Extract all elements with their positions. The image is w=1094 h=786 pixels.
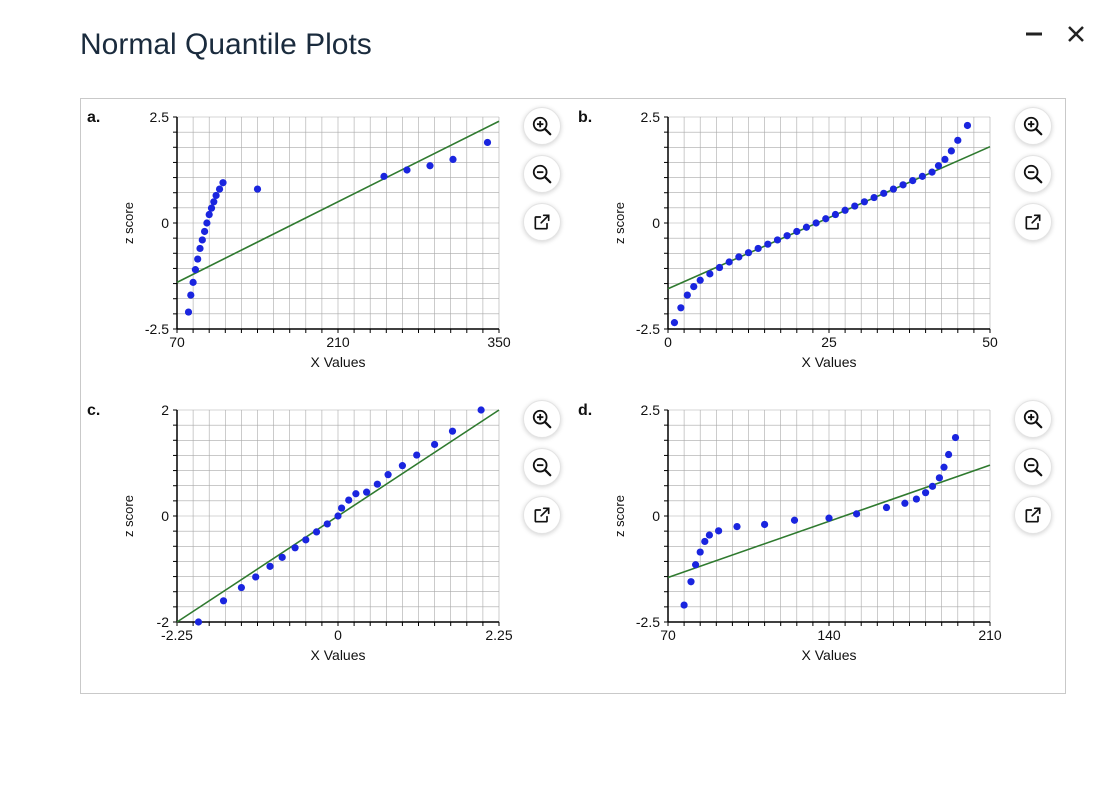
open-external-button[interactable] (523, 496, 561, 534)
svg-text:2.25: 2.25 (485, 627, 512, 643)
window-close-button[interactable] (1062, 20, 1090, 48)
plot-actions-d (1014, 400, 1052, 534)
svg-text:350: 350 (487, 334, 511, 350)
svg-text:z score: z score (121, 495, 136, 537)
open-external-button[interactable] (1014, 203, 1052, 241)
svg-text:X Values: X Values (311, 647, 366, 663)
plots-grid: a. 70210350-2.502.5X Valuesz score (87, 107, 1059, 675)
zoom-in-icon (1022, 408, 1044, 430)
plot-cell-b: b. 02550-2.502.5X Valuesz score (578, 107, 1059, 382)
svg-text:2.5: 2.5 (150, 109, 170, 125)
open-external-icon (532, 212, 552, 232)
zoom-out-icon (531, 456, 553, 478)
plot-actions-a (523, 107, 561, 241)
zoom-in-button[interactable] (523, 107, 561, 145)
window-minimize-button[interactable] (1020, 20, 1048, 48)
plot-cell-c: c. -2.2502.25-202X Valuesz score (87, 400, 568, 675)
open-external-button[interactable] (523, 203, 561, 241)
svg-text:-2: -2 (157, 614, 170, 630)
plot-a: 70 210 350 -2.5 0 2.5 X Values z score (115, 107, 515, 377)
svg-text:X Values: X Values (802, 647, 857, 663)
svg-text:50: 50 (982, 334, 998, 350)
svg-text:2.5: 2.5 (641, 402, 661, 418)
plot-label-c: c. (87, 400, 115, 420)
svg-text:210: 210 (326, 334, 350, 350)
plot-label-d: d. (578, 400, 606, 420)
open-external-icon (1023, 505, 1043, 525)
plot-d: 70 140 210 -2.5 0 2.5 X Values z score (606, 400, 1006, 670)
svg-text:-2.5: -2.5 (636, 614, 660, 630)
zoom-out-button[interactable] (523, 448, 561, 486)
plot-label-a: a. (87, 107, 115, 127)
svg-text:X Values: X Values (802, 354, 857, 370)
svg-text:2: 2 (161, 402, 169, 418)
svg-text:z score: z score (121, 202, 136, 244)
open-external-icon (1023, 212, 1043, 232)
zoom-out-icon (531, 163, 553, 185)
plots-panel: a. 70210350-2.502.5X Valuesz score (80, 98, 1066, 694)
zoom-out-button[interactable] (1014, 155, 1052, 193)
svg-text:0: 0 (161, 215, 169, 231)
plot-actions-c (523, 400, 561, 534)
page-root: Normal Quantile Plots a. 70210350-2.502.… (0, 0, 1094, 786)
window-controls (1020, 20, 1090, 48)
svg-text:0: 0 (334, 627, 342, 643)
svg-text:210: 210 (978, 627, 1002, 643)
svg-text:70: 70 (169, 334, 185, 350)
svg-text:2.5: 2.5 (641, 109, 661, 125)
svg-text:z score: z score (612, 495, 627, 537)
svg-text:-2.5: -2.5 (145, 321, 169, 337)
zoom-out-button[interactable] (1014, 448, 1052, 486)
svg-text:70: 70 (660, 627, 676, 643)
svg-text:z score: z score (612, 202, 627, 244)
svg-text:140: 140 (817, 627, 841, 643)
open-external-button[interactable] (1014, 496, 1052, 534)
svg-text:0: 0 (652, 215, 660, 231)
plot-cell-a: a. 70 210 350 -2.5 0 2.5 X Values z score (87, 107, 568, 382)
zoom-in-button[interactable] (523, 400, 561, 438)
plot-c: -2.2502.25-202X Valuesz score (115, 400, 515, 670)
plot-wrap-b: 02550-2.502.5X Valuesz score (606, 107, 1006, 382)
plot-cell-d: d. 70 140 210 -2.5 0 2.5 X Values z score (578, 400, 1059, 675)
plot-b: 02550-2.502.5X Valuesz score (606, 107, 1006, 377)
zoom-out-button[interactable] (523, 155, 561, 193)
zoom-out-icon (1022, 456, 1044, 478)
zoom-in-button[interactable] (1014, 107, 1052, 145)
plot-wrap-d: 70 140 210 -2.5 0 2.5 X Values z score (606, 400, 1006, 675)
zoom-in-icon (531, 115, 553, 137)
zoom-in-icon (531, 408, 553, 430)
plot-actions-b (1014, 107, 1052, 241)
svg-text:0: 0 (664, 334, 672, 350)
svg-text:25: 25 (821, 334, 837, 350)
svg-text:-2.5: -2.5 (636, 321, 660, 337)
plot-label-b: b. (578, 107, 606, 127)
zoom-in-button[interactable] (1014, 400, 1052, 438)
plot-wrap-a: 70 210 350 -2.5 0 2.5 X Values z score (115, 107, 515, 382)
zoom-in-icon (1022, 115, 1044, 137)
open-external-icon (532, 505, 552, 525)
plot-wrap-c: -2.2502.25-202X Valuesz score (115, 400, 515, 675)
svg-text:X Values: X Values (311, 354, 366, 370)
svg-text:0: 0 (652, 508, 660, 524)
zoom-out-icon (1022, 163, 1044, 185)
page-title: Normal Quantile Plots (80, 28, 1034, 62)
svg-text:0: 0 (161, 508, 169, 524)
